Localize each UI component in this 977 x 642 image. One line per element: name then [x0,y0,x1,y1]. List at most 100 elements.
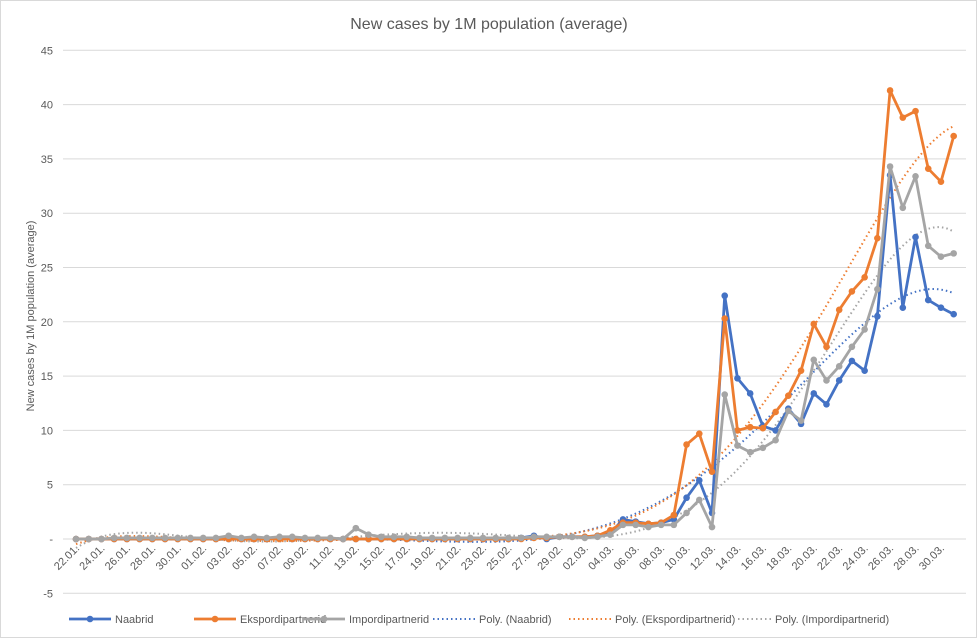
data-point [683,441,690,448]
y-tick-label: - [49,534,53,546]
data-point [937,253,945,260]
legend-label: Naabrid [115,614,154,626]
data-point [441,534,449,542]
x-tick-label: 24.03. [841,543,871,573]
data-point [187,534,194,542]
x-tick-label: 30.01. [154,543,184,573]
data-point [339,535,347,543]
x-tick-label: 15.02. [357,543,387,573]
legend-label: Poly. (Ekspordipartnerid) [615,614,735,626]
legend-marker [320,615,328,623]
y-tick-label: 25 [41,263,53,275]
data-point [950,310,957,318]
data-point [861,326,868,333]
data-point [110,534,118,542]
data-point [517,534,525,542]
data-point [556,533,563,541]
legend-label: Poly. (Naabrid) [479,614,552,626]
data-point [810,390,818,397]
data-point [632,521,639,529]
data-point [746,448,754,456]
data-point [772,408,779,416]
data-point [835,363,843,370]
data-point [72,535,80,543]
data-point [899,114,907,121]
legend-label: Poly. (Impordipartnerid) [775,614,889,626]
data-point [721,292,729,300]
data-point [263,534,271,542]
data-point [785,392,792,399]
x-tick-label: 20.03. [790,543,820,573]
x-tick-label: 16.03. [739,543,769,573]
data-point [581,534,589,542]
data-point [327,534,334,542]
data-point [734,427,741,434]
data-point [937,178,945,186]
y-tick-label: 35 [41,154,53,166]
data-point [695,496,703,504]
x-tick-label: 22.03. [815,543,845,573]
data-point [759,424,767,432]
data-point [594,533,601,541]
data-point [670,521,678,529]
y-tick-label: 40 [41,100,53,112]
data-point [606,531,614,538]
x-tick-label: 27.02. [510,543,540,573]
x-tick-label: 28.01. [128,543,158,573]
data-point [734,442,741,449]
x-tick-label: 06.03. [612,543,642,573]
data-point [912,107,919,115]
x-tick-label: 22.01. [52,543,82,573]
data-point [174,534,182,542]
x-tick-label: 24.01. [77,543,107,573]
x-tick-label: 29.02. [535,543,565,573]
data-point [772,427,779,434]
data-point [695,430,703,437]
data-point [874,234,881,242]
y-tick-label: 20 [41,317,53,329]
x-tick-label: 30.03. [917,543,947,573]
data-point [365,531,372,538]
x-tick-label: 28.03. [892,543,922,573]
legend-marker [211,615,219,623]
legend-marker [86,615,94,623]
x-tick-label: 26.03. [866,543,896,573]
data-point [670,511,678,519]
data-point [454,534,461,542]
data-point [937,304,945,311]
data-point [810,356,818,364]
series-line [76,165,955,541]
data-point [645,523,652,531]
data-point [924,242,932,250]
data-point [352,524,360,532]
data-point [912,172,919,180]
data-point [835,377,843,384]
data-point [123,534,131,542]
x-tick-label: 05.02. [230,543,260,573]
data-point [950,132,957,140]
y-tick-label: 15 [41,371,53,383]
data-point [149,534,156,542]
data-point [238,534,245,542]
data-point [136,534,143,542]
data-point [861,367,868,374]
x-tick-label: 18.03. [764,543,794,573]
x-tick-label: 02.03. [561,543,591,573]
data-point [708,523,716,531]
legend-label: Impordipartnerid [349,614,429,626]
x-tick-label: 11.02. [307,543,337,573]
data-point [212,534,220,542]
y-axis-label: New cases by 1M population (average) [25,221,37,412]
data-point [695,477,703,484]
data-point [924,296,932,304]
data-point [505,534,512,542]
data-point [785,407,792,415]
data-point [85,535,93,543]
data-point [428,534,436,542]
data-point [199,534,207,542]
data-point [823,343,830,351]
data-point [276,533,283,541]
y-tick-label: 45 [41,45,53,57]
data-point [772,436,779,444]
